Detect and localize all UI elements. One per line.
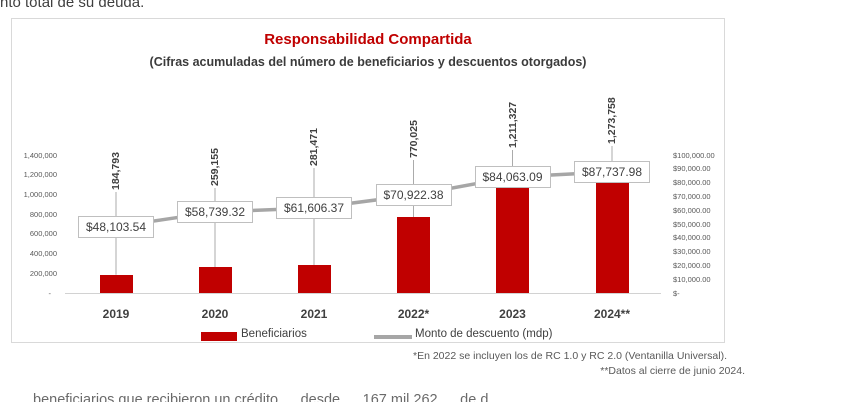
clipped-top-text: nto total de su deuda.	[0, 0, 145, 11]
footnote-1: *En 2022 se incluyen los de RC 1.0 y RC …	[413, 350, 727, 362]
bar-value-label: 184,793	[110, 152, 122, 190]
y-axis-tick-right: $90,000.00	[673, 164, 711, 174]
y-axis-tick-right: $10,000.00	[673, 274, 711, 284]
y-axis-tick-right: $100,000.00	[673, 150, 715, 160]
legend-bar-label: Beneficiarios	[241, 328, 307, 340]
y-axis-tick-right: $70,000.00	[673, 191, 711, 201]
bar-2022*	[397, 217, 430, 293]
legend-line-label: Monto de descuento (mdp)	[415, 328, 553, 340]
bar-2023	[496, 173, 529, 293]
y-axis-tick-right: $30,000.00	[673, 247, 711, 257]
bar-2021	[297, 265, 331, 293]
bar-value-label: 1,273,758	[606, 97, 618, 144]
bar-value-label: 281,471	[308, 128, 320, 166]
y-axis-tick-right: $80,000.00	[673, 178, 711, 188]
x-axis-label: 2019	[102, 307, 130, 321]
legend-line-swatch	[374, 335, 412, 339]
bar-2024**	[595, 167, 629, 293]
x-axis-label: 2022*	[397, 307, 430, 321]
chart-title: Responsabilidad Compartida	[264, 31, 472, 48]
clipped-bottom-text: beneficiarios que recibieron un crédito …	[33, 392, 489, 402]
legend: Beneficiarios Monto de descuento (mdp)	[11, 328, 725, 343]
y-axis-tick-left: 1,000,000	[23, 189, 57, 199]
y-axis-tick-left: 200,000	[29, 268, 57, 278]
x-axis-label: 2020	[201, 307, 229, 321]
y-axis-tick-left: 400,000	[29, 249, 57, 259]
bar-2019	[99, 274, 133, 293]
y-axis-tick-left: -	[48, 288, 52, 298]
chart-subtitle: (Cifras acumuladas del número de benefic…	[149, 55, 587, 69]
x-axis-label: 2024**	[593, 307, 631, 321]
bar-2020	[198, 267, 232, 293]
x-axis-label: 2023	[499, 307, 526, 321]
x-axis-line	[65, 293, 661, 294]
y-axis-tick-left: 800,000	[29, 209, 57, 219]
y-axis-tick-left: 1,200,000	[23, 170, 57, 180]
bar-value-label: 1,211,327	[506, 101, 519, 148]
footnote-2: **Datos al cierre de junio 2024.	[600, 365, 745, 377]
y-axis-tick-right: $20,000.00	[673, 260, 711, 270]
line-value-label: $58,739.32	[177, 200, 253, 223]
y-axis-tick-right: $60,000.00	[673, 205, 711, 215]
y-axis-tick-right: $50,000.00	[673, 219, 711, 229]
bar-value-label: 259,155	[209, 148, 221, 186]
y-axis-tick-left: 1,400,000	[23, 150, 57, 160]
x-axis-label: 2021	[300, 307, 328, 321]
line-value-label: $84,063.09	[474, 165, 551, 188]
legend-bar-swatch	[201, 332, 237, 341]
bar-value-label: 770,025	[407, 120, 420, 158]
line-value-label: $87,737.98	[574, 160, 650, 183]
line-value-label: $70,922.38	[375, 184, 452, 207]
line-value-label: $48,103.54	[78, 215, 154, 238]
y-axis-tick-right: $-	[673, 288, 680, 298]
line-value-label: $61,606.37	[276, 196, 352, 219]
y-axis-tick-right: $40,000.00	[673, 233, 711, 243]
y-axis-tick-left: 600,000	[29, 229, 57, 239]
